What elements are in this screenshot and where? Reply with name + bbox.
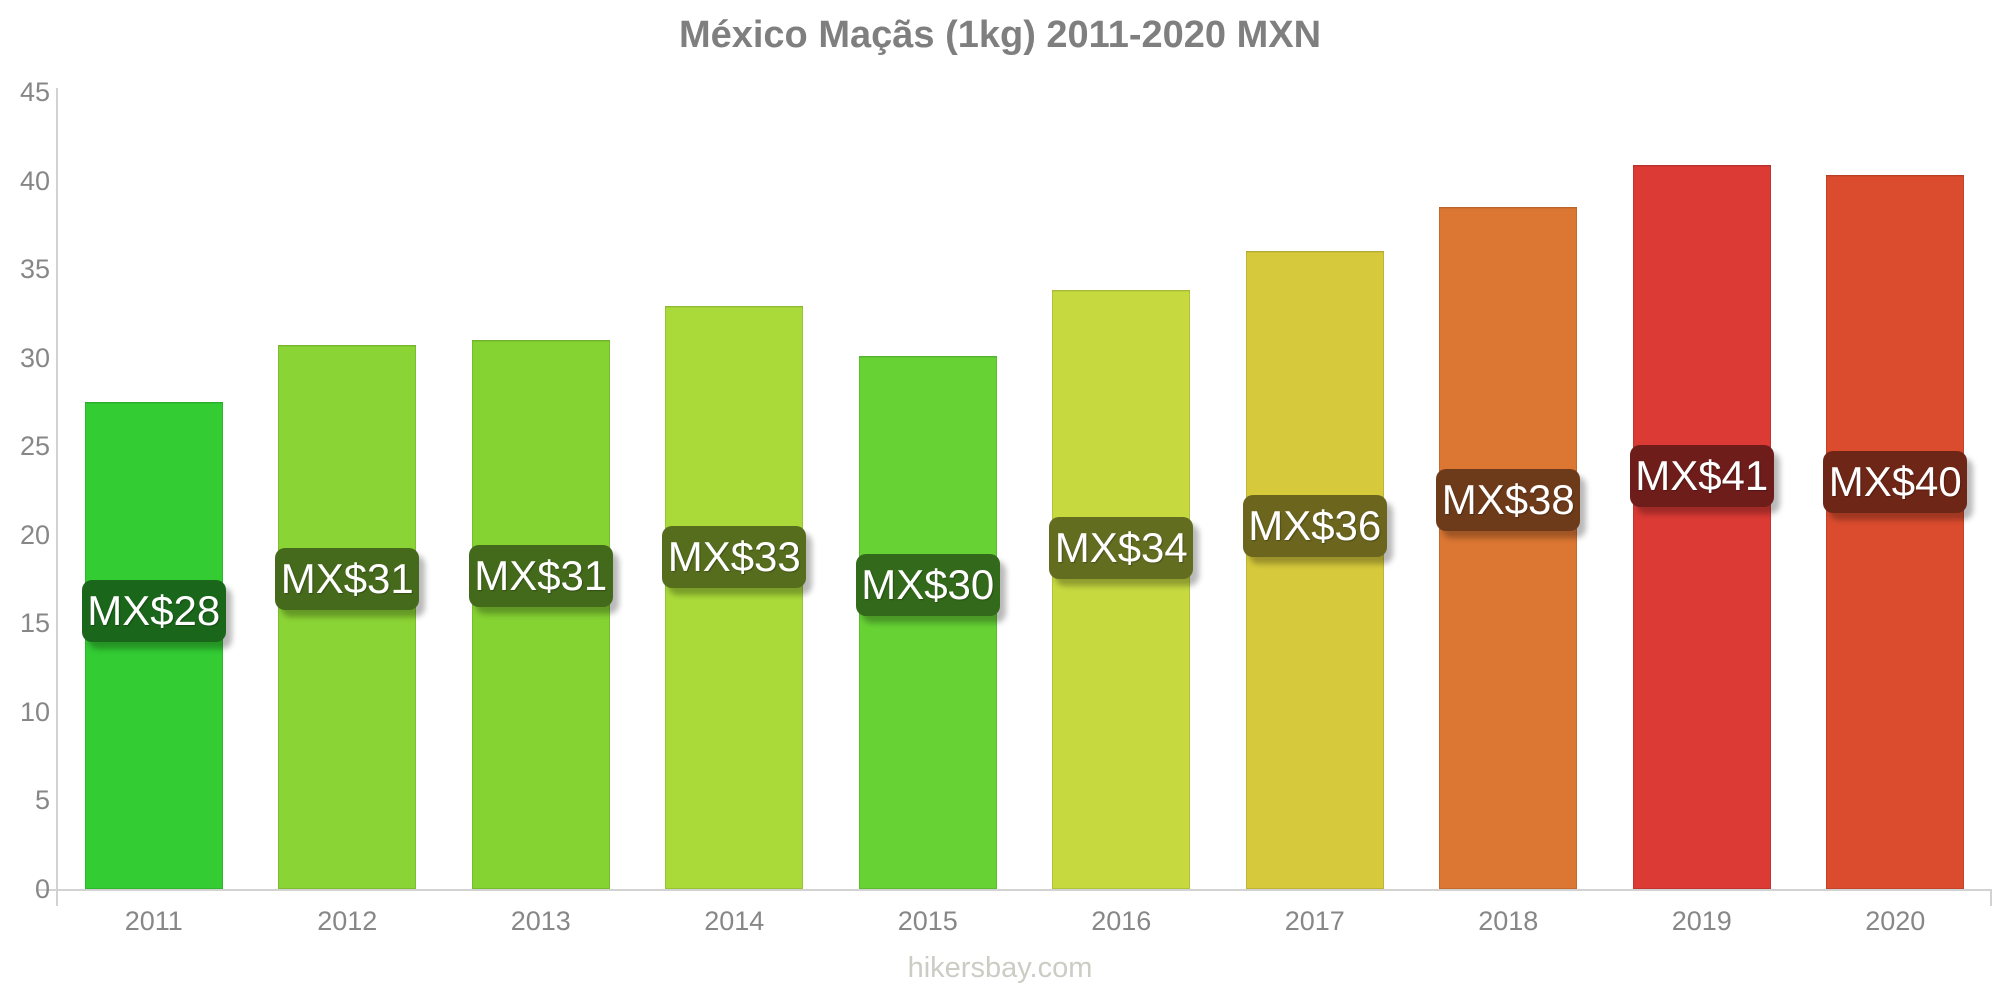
y-tick-label-30: 30 [19, 342, 50, 373]
bar-value-label-2020: MX$40 [1823, 451, 1968, 513]
bar-2018[interactable] [1439, 207, 1578, 889]
y-tick-label-45: 45 [19, 77, 50, 107]
y-tick-label-5: 5 [34, 785, 50, 816]
bar-value-label-2017: MX$36 [1242, 495, 1387, 557]
bar-2015[interactable] [858, 355, 997, 889]
bar-value-label-2019: MX$41 [1629, 445, 1774, 507]
bar-value-label-2013: MX$31 [468, 545, 613, 607]
y-axis-line [56, 88, 58, 906]
x-tick-label-2011: 2011 [124, 906, 183, 936]
bar-value-label-2012: MX$31 [275, 548, 420, 610]
x-axis-end-tick [1990, 889, 1992, 906]
y-tick-label-35: 35 [19, 254, 50, 285]
bar-2014[interactable] [665, 306, 804, 889]
bar-value-label-2014: MX$33 [662, 526, 807, 588]
bar-value-text: MX$34 [1054, 524, 1188, 571]
bar-2019[interactable] [1632, 164, 1771, 889]
bar-2020[interactable] [1826, 175, 1965, 889]
y-tick-label-0: 0 [34, 874, 50, 904]
bar-value-text: MX$31 [280, 555, 414, 602]
y-tick-label-15: 15 [19, 608, 50, 639]
bar-value-text: MX$28 [87, 587, 221, 634]
bar-2017[interactable] [1245, 251, 1384, 889]
x-tick-label-2020: 2020 [1865, 906, 1926, 936]
bar-value-text: MX$38 [1441, 476, 1575, 523]
y-tick-label-25: 25 [19, 431, 50, 462]
bar-value-text: MX$30 [861, 561, 995, 608]
x-tick-label-2014: 2014 [704, 906, 765, 936]
y-tick-label-20: 20 [19, 519, 50, 550]
x-tick-label-2013: 2013 [510, 906, 571, 936]
bar-value-text: MX$36 [1248, 502, 1382, 549]
chart-title: México Maçãs (1kg) 2011-2020 MXN [678, 14, 1322, 56]
y-tick-label-40: 40 [19, 165, 50, 196]
x-tick-label-2016: 2016 [1091, 906, 1152, 936]
bar-value-text: MX$31 [474, 552, 608, 599]
x-tick-label-2019: 2019 [1671, 906, 1732, 936]
bar-2013[interactable] [471, 339, 610, 889]
bar-2012[interactable] [278, 345, 417, 889]
watermark-text: hikersbay.com [907, 952, 1093, 984]
bar-2011[interactable] [84, 401, 223, 889]
bar-value-label-2018: MX$38 [1436, 469, 1581, 531]
x-axis-line [56, 889, 1992, 891]
y-tick-label-10: 10 [19, 696, 50, 727]
bar-2016[interactable] [1052, 290, 1191, 889]
y-axis-zero-tick [36, 889, 56, 891]
bar-value-label-2011: MX$28 [81, 580, 226, 642]
x-tick-label-2012: 2012 [317, 906, 378, 936]
bar-value-label-2016: MX$34 [1049, 517, 1194, 579]
x-tick-label-2017: 2017 [1284, 906, 1345, 936]
x-tick-label-2015: 2015 [897, 906, 958, 936]
bar-value-text: MX$41 [1635, 452, 1769, 499]
bar-value-label-2015: MX$30 [855, 554, 1000, 616]
x-tick-label-2018: 2018 [1478, 906, 1539, 936]
bar-value-text: MX$33 [667, 533, 801, 580]
bar-value-text: MX$40 [1828, 458, 1962, 505]
